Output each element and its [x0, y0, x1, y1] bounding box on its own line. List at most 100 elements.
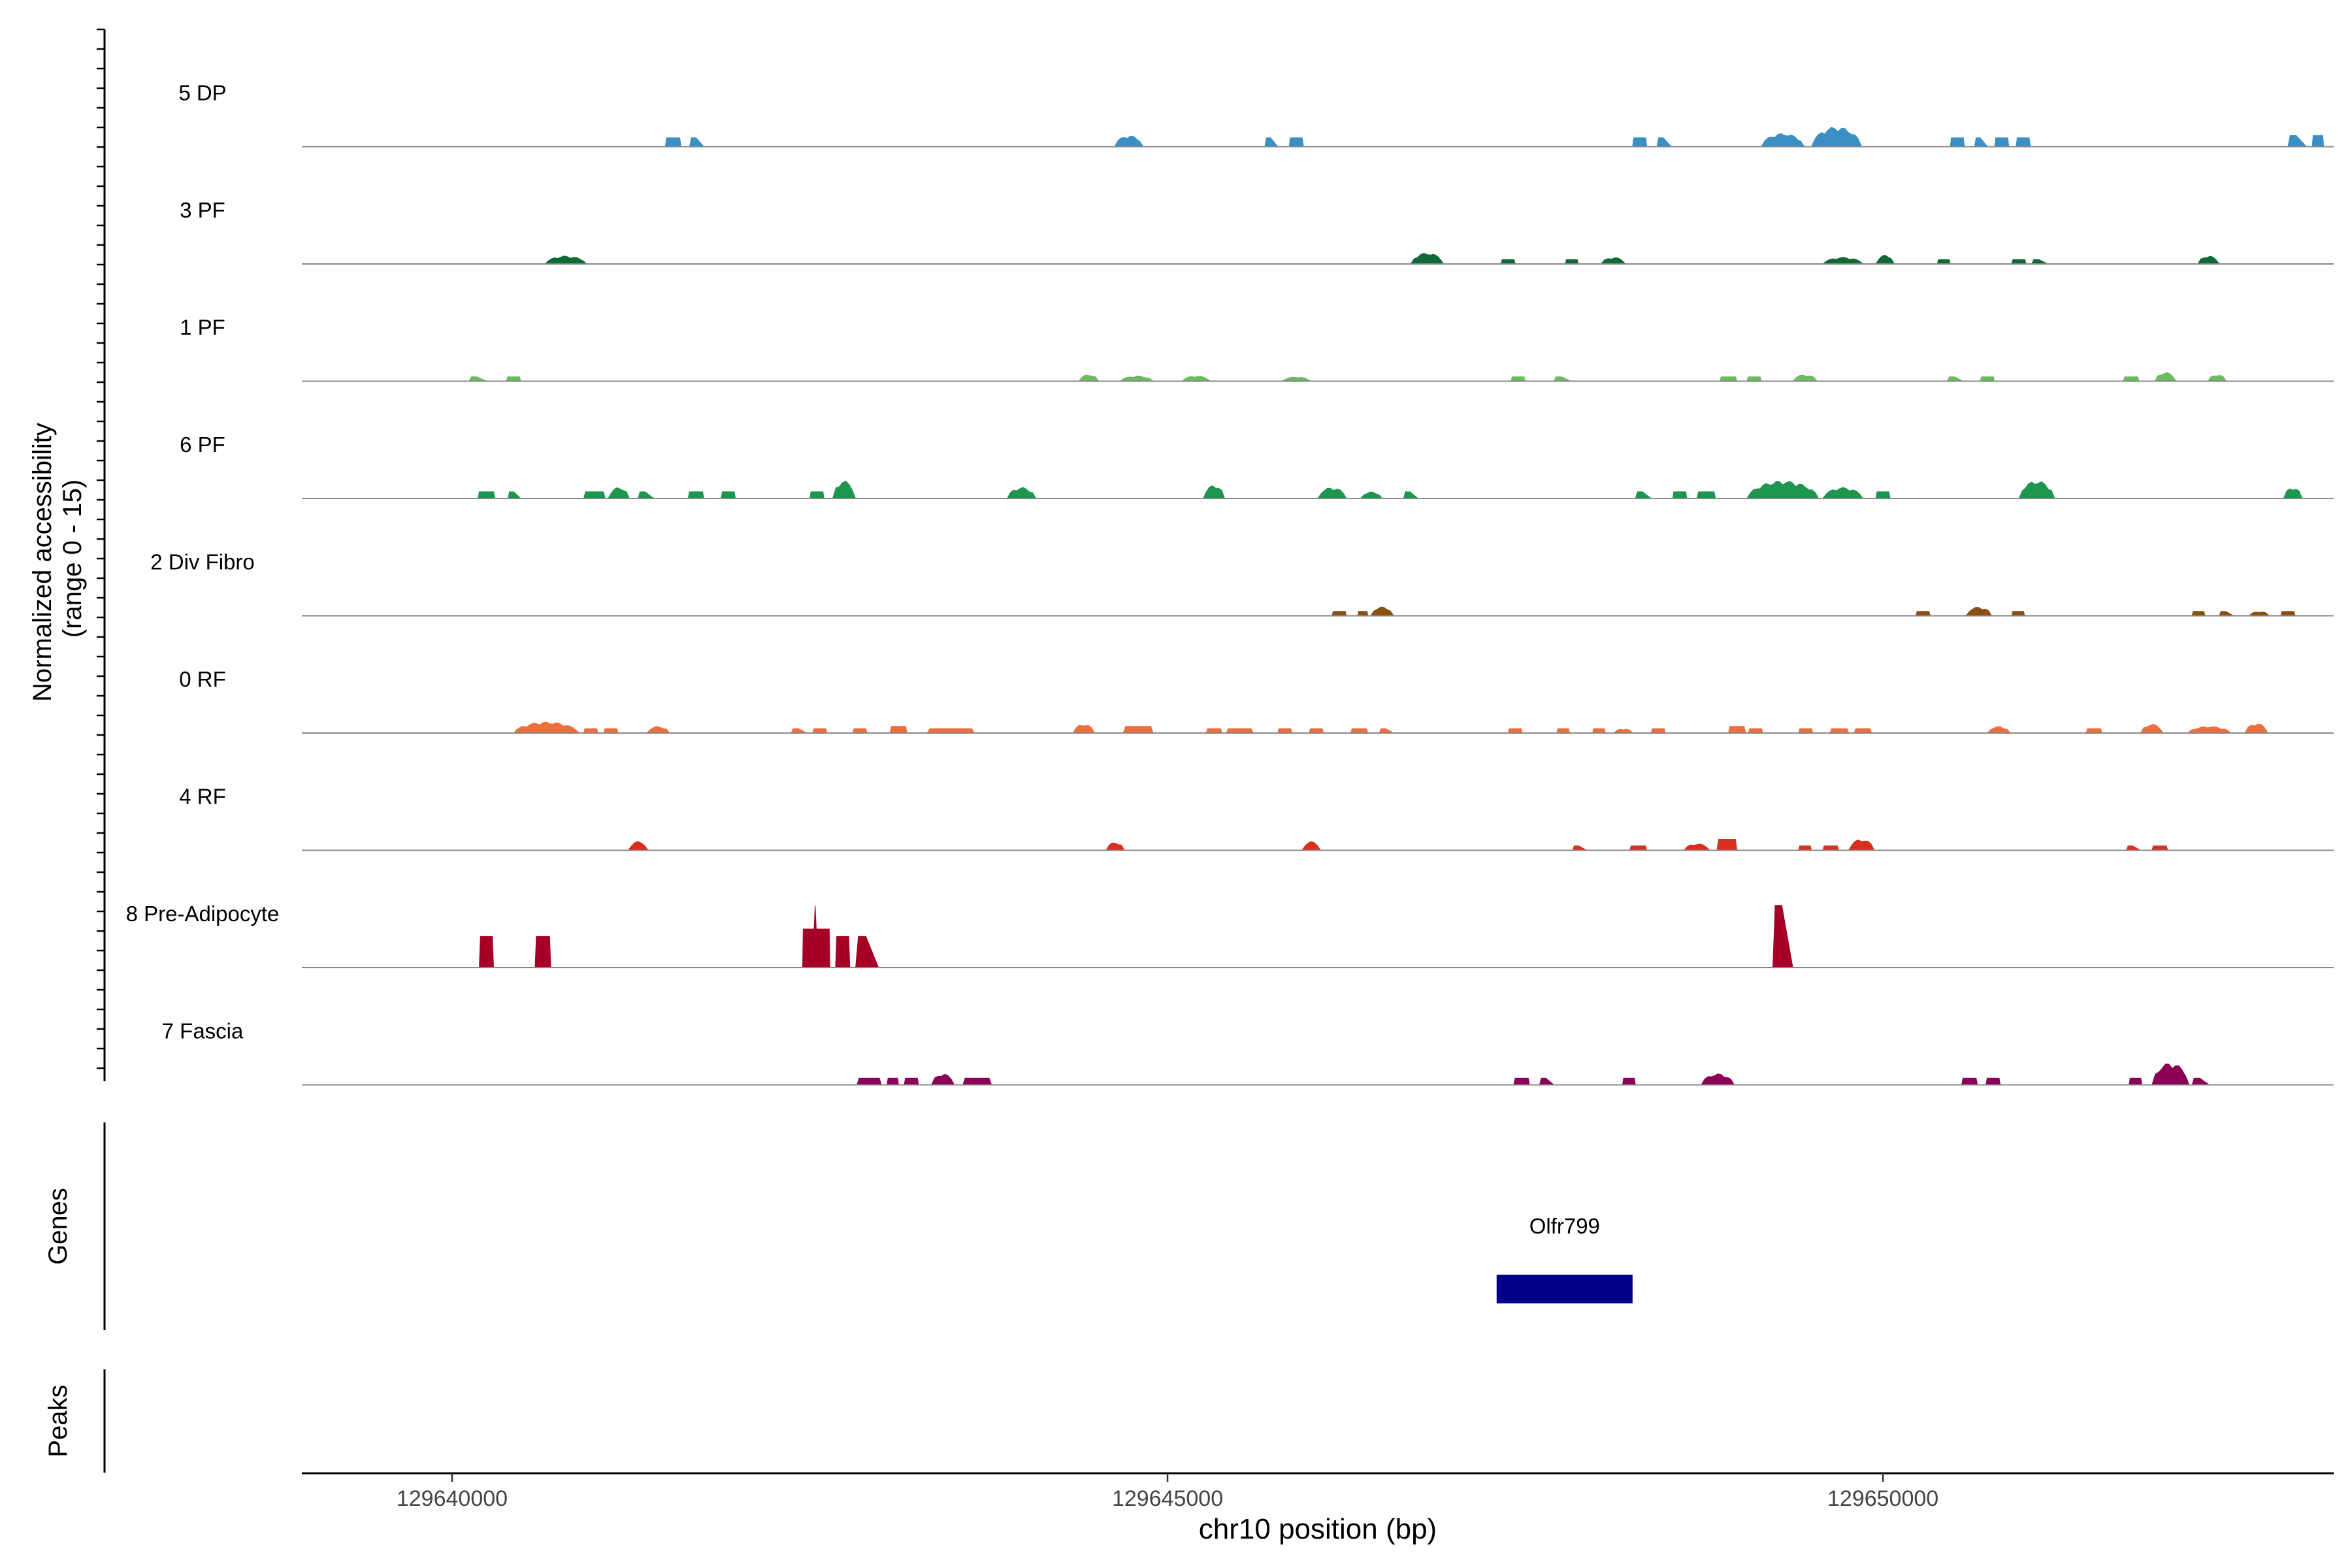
coverage-peak	[1114, 135, 1144, 147]
coverage-peak	[687, 491, 705, 499]
coverage-peak	[1822, 487, 1864, 499]
coverage-peak	[534, 936, 551, 968]
coverage-peak	[1006, 487, 1037, 499]
coverage-peak	[2011, 611, 2025, 616]
coverage-peak	[1119, 376, 1154, 382]
gene-body	[1496, 1275, 1633, 1303]
track-label: 6 PF	[180, 433, 225, 457]
coverage-peak	[468, 376, 487, 382]
coverage-peak	[2129, 1077, 2143, 1085]
track-label: 1 PF	[180, 316, 225, 340]
coverage-peak	[2140, 724, 2164, 734]
coverage-peak	[1683, 843, 1711, 851]
coverage-peak	[477, 491, 496, 499]
coverage-peak	[1403, 491, 1419, 499]
coverage-peak	[2244, 723, 2269, 734]
coverage-peak	[2151, 1063, 2190, 1085]
coverage-peak	[2219, 611, 2235, 616]
coverage-peak	[1592, 728, 1606, 734]
track-label: 2 Div Fibro	[150, 550, 255, 574]
coverage-peak	[2187, 726, 2232, 734]
coverage-peak	[638, 491, 655, 499]
coverage-peak	[2031, 259, 2048, 265]
gene-label: Olfr799	[1529, 1214, 1600, 1238]
coverage-peak	[1281, 376, 1312, 382]
coverage-peak	[1565, 259, 1579, 265]
x-tick-label: 129650000	[1827, 1486, 1938, 1511]
x-tick-label: 129640000	[397, 1486, 508, 1511]
track-label: 5 DP	[178, 81, 226, 105]
coverage-peak	[1748, 728, 1763, 734]
coverage-track: 0 RF	[179, 667, 2334, 734]
coverage-peak	[852, 728, 868, 734]
coverage-peak	[855, 936, 879, 968]
coverage-peak	[1719, 376, 1738, 382]
coverage-track: 2 Div Fibro	[150, 550, 2334, 617]
genes-track-label: Genes	[44, 1188, 73, 1265]
coverage-peak	[1122, 726, 1154, 734]
coverage-peak	[857, 1077, 882, 1085]
x-axis-ticks: 129640000 129645000 129650000	[397, 1473, 1938, 1511]
coverage-track: 5 DP	[178, 81, 2334, 148]
coverage-peak	[1772, 905, 1793, 968]
coverage-peak	[1848, 840, 1875, 851]
coverage-peak	[645, 726, 670, 734]
coverage-peak	[1746, 480, 1820, 499]
coverage-peak	[506, 376, 521, 382]
coverage-peak	[1854, 728, 1872, 734]
peaks-track-label: Peaks	[44, 1384, 73, 1457]
coverage-peak	[1821, 257, 1864, 265]
coverage-track: 4 RF	[179, 785, 2334, 851]
coverage-peak	[2311, 135, 2325, 147]
coverage-peak	[1513, 1077, 1530, 1085]
coverage-peak	[1553, 376, 1571, 382]
coverage-track: 1 PF	[180, 316, 2334, 382]
coverage-peak	[904, 1077, 919, 1085]
coverage-peak	[1203, 485, 1226, 499]
coverage-peak	[926, 728, 975, 734]
coverage-peak	[2191, 1077, 2211, 1085]
coverage-peak	[1875, 491, 1891, 499]
coverage-peak	[2154, 372, 2178, 382]
coverage-peak	[2287, 135, 2308, 147]
coverage-peak	[1746, 376, 1762, 382]
coverage-peak	[2197, 255, 2220, 265]
coverage-peak	[1072, 725, 1096, 734]
coverage-peak	[2280, 611, 2296, 616]
coverage-peak	[1716, 839, 1738, 851]
coverage-peak	[627, 841, 649, 851]
coverage-peak	[1672, 491, 1688, 499]
coverage-peak	[1791, 374, 1818, 382]
coverage-peak	[1331, 611, 1347, 616]
coverage-peak	[2191, 611, 2206, 616]
coverage-peak	[835, 936, 851, 968]
coverage-peak	[1629, 845, 1648, 851]
coverage-peak	[889, 726, 908, 734]
coverage-peak	[1974, 137, 1989, 147]
coverage-peak	[1798, 845, 1812, 851]
coverage-track: 7 Fascia	[162, 1019, 2334, 1086]
coverage-peak	[2151, 845, 2168, 851]
coverage-peak	[1650, 728, 1666, 734]
coverage-peak	[1994, 137, 2010, 147]
coverage-peak	[664, 137, 681, 147]
coverage-peak	[1357, 611, 1369, 616]
coverage-peak	[1985, 1077, 2001, 1085]
coverage-peak	[2018, 481, 2055, 499]
coverage-peak	[512, 721, 581, 734]
coverage-peak	[1761, 133, 1805, 147]
coverage-peak	[1556, 728, 1571, 734]
coverage-peak	[607, 487, 630, 499]
coverage-peak	[2011, 259, 2027, 265]
coverage-peak	[1798, 728, 1814, 734]
coverage-peak	[1936, 259, 1951, 265]
coverage-peak	[1600, 257, 1627, 265]
coverage-peak	[583, 491, 606, 499]
coverage-peak	[1980, 376, 1995, 382]
track-label: 0 RF	[179, 667, 226, 691]
coverage-axis-ticks	[97, 28, 105, 1070]
coverage-peak	[1635, 491, 1652, 499]
coverage-peak	[1507, 728, 1523, 734]
coverage-peak	[1317, 487, 1347, 499]
track-label: 7 Fascia	[162, 1019, 244, 1043]
